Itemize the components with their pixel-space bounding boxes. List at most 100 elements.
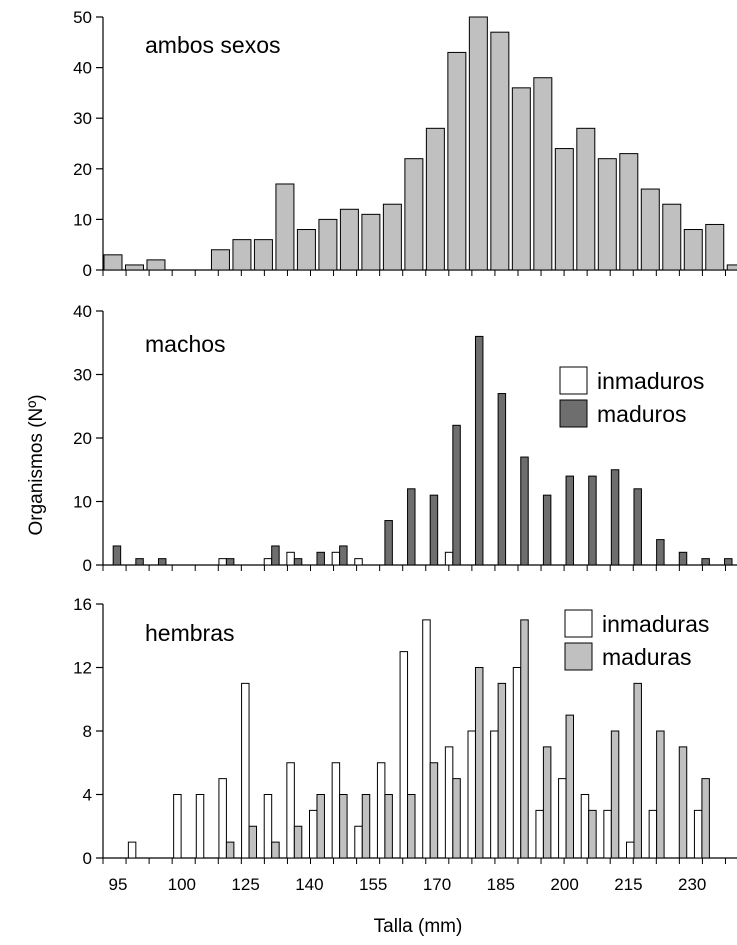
x-axis: 95 100 125 140 155 170 185 200 215 230 <box>109 875 707 894</box>
bar-maduros-27 <box>724 558 733 566</box>
bar-maduras-15 <box>452 778 461 859</box>
bar-maduros-17 <box>497 393 507 566</box>
bar-maduras-14 <box>429 762 439 859</box>
legend-swatch-maduros <box>559 399 588 428</box>
bar-maduros-13 <box>407 488 416 566</box>
panel-title: machos <box>145 331 226 357</box>
bar-inmaduras-1 <box>127 841 137 859</box>
bar-maduras-26 <box>701 778 710 859</box>
x-tick-label: 200 <box>550 875 578 894</box>
bar-inmaduras-22 <box>603 809 612 859</box>
bar-inmaduras-3 <box>173 794 182 859</box>
bar-maduras-25 <box>678 746 688 859</box>
x-tick-label: 185 <box>487 875 515 894</box>
x-tick-label: 215 <box>614 875 642 894</box>
bar-ambos-5 <box>232 239 252 271</box>
legend-label-inmaduros: inmaduros <box>597 368 704 394</box>
bar-ambos-21 <box>576 127 596 271</box>
bar-ambos-16 <box>468 16 488 271</box>
bar-ambos-28 <box>726 264 737 271</box>
bar-ambos-10 <box>339 208 359 271</box>
bar-inmaduras-15 <box>444 746 454 859</box>
bar-maduros-16 <box>474 335 484 566</box>
legend-label-maduros: maduros <box>597 401 686 427</box>
bar-inmaduros-15 <box>444 551 454 566</box>
y-tick-label: 50 <box>73 8 92 27</box>
bar-maduros-15 <box>452 424 461 566</box>
bar-maduras-17 <box>497 682 507 859</box>
bar-ambos-11 <box>361 213 381 271</box>
bar-ambos-25 <box>662 203 682 271</box>
bar-ambos-4 <box>210 249 230 271</box>
x-tick-label: 140 <box>295 875 323 894</box>
bar-ambos-2 <box>146 259 166 271</box>
y-tick-label: 40 <box>73 59 92 78</box>
bar-maduros-21 <box>588 475 597 566</box>
y-tick-label: 12 <box>73 659 92 678</box>
bar-ambos-14 <box>425 127 445 271</box>
bar-maduros-18 <box>520 456 529 566</box>
bar-ambos-9 <box>318 218 338 271</box>
bar-maduros-12 <box>384 520 393 566</box>
bar-inmaduras-23 <box>626 841 635 859</box>
bar-inmaduras-16 <box>467 730 476 859</box>
bar-ambos-24 <box>640 188 660 271</box>
bar-maduros-19 <box>542 494 552 566</box>
x-tick-label: 230 <box>678 875 706 894</box>
panel-title: hembras <box>145 620 234 646</box>
bar-inmaduras-6 <box>241 682 250 859</box>
bar-inmaduras-26 <box>693 809 703 859</box>
bar-ambos-6 <box>253 239 273 271</box>
bar-maduros-9 <box>316 551 325 566</box>
bar-maduras-7 <box>271 841 280 859</box>
bar-maduros-8 <box>293 558 303 566</box>
bar-inmaduros-10 <box>331 551 341 566</box>
bar-maduros-24 <box>656 539 665 566</box>
legend-swatch-maduras <box>564 642 593 671</box>
bar-maduros-0 <box>112 545 122 566</box>
bar-inmaduras-14 <box>422 619 431 859</box>
bar-inmaduras-24 <box>648 809 658 859</box>
y-tick-label: 8 <box>83 722 92 741</box>
y-tick-label: 40 <box>73 302 92 321</box>
legend-swatch-inmaduras <box>564 609 593 638</box>
panel-hembras: 0 4 8 12 16 hembras inmaduras maduras <box>73 595 737 868</box>
bar-inmaduras-8 <box>286 762 295 859</box>
bar-ambos-18 <box>511 87 531 271</box>
y-tick-label: 0 <box>83 556 92 575</box>
bar-inmaduras-7 <box>263 794 273 859</box>
bar-maduras-11 <box>361 794 371 859</box>
bar-maduras-10 <box>339 794 348 859</box>
panel-machos: 0 10 20 30 40 machos inmaduros maduros <box>73 302 737 575</box>
bar-inmaduros-8 <box>286 551 295 566</box>
bar-maduras-21 <box>588 809 597 859</box>
bar-ambos-26 <box>683 229 703 271</box>
x-tick-label: 100 <box>168 875 196 894</box>
bar-inmaduras-12 <box>376 762 386 859</box>
bar-inmaduras-17 <box>490 730 499 859</box>
bar-inmaduras-9 <box>309 809 318 859</box>
legend-swatch-inmaduros <box>559 366 588 395</box>
y-tick-label: 10 <box>73 210 92 229</box>
bar-maduras-18 <box>520 619 529 859</box>
bar-maduras-24 <box>656 730 665 859</box>
bar-maduros-2 <box>157 558 167 566</box>
x-tick-label: 155 <box>359 875 387 894</box>
y-axis-title: Organismos (Nº) <box>26 394 47 535</box>
bar-maduros-20 <box>565 475 575 566</box>
bar-inmaduras-13 <box>399 651 409 859</box>
bar-inmaduras-21 <box>580 794 590 859</box>
bar-inmaduras-5 <box>218 778 227 859</box>
bar-maduros-26 <box>701 558 710 566</box>
legend-label-maduras: maduras <box>602 644 691 670</box>
bar-maduros-1 <box>135 558 144 566</box>
bar-inmaduras-10 <box>331 762 341 859</box>
bar-ambos-22 <box>597 158 617 271</box>
bar-inmaduros-5 <box>218 558 227 566</box>
bar-ambos-17 <box>490 31 510 271</box>
y-tick-label: 20 <box>73 429 92 448</box>
bar-maduros-10 <box>339 545 348 566</box>
bar-maduras-9 <box>316 794 325 859</box>
bar-maduras-16 <box>474 667 484 859</box>
bar-ambos-0 <box>103 254 123 271</box>
